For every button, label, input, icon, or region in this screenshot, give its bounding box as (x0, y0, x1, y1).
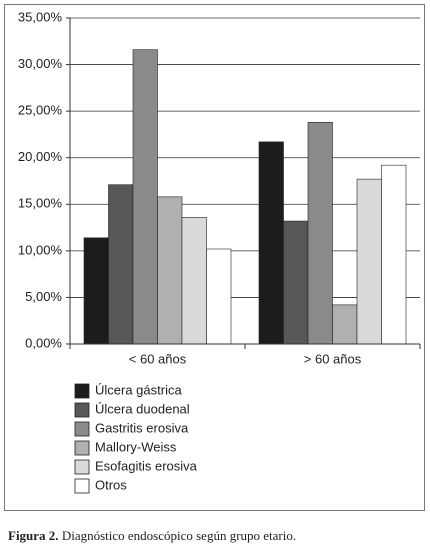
bar (132, 49, 158, 345)
bar (108, 184, 134, 345)
legend-swatch (74, 383, 90, 399)
bar (157, 196, 183, 345)
y-tick-label: 0,00% (25, 335, 62, 350)
legend-swatch (74, 421, 90, 437)
bar (83, 237, 109, 345)
bar (381, 164, 407, 345)
bar (332, 304, 358, 345)
y-tick-label: 15,00% (18, 196, 63, 211)
y-tick-label: 20,00% (18, 149, 63, 164)
bar (206, 248, 232, 345)
legend-label: Otros (95, 477, 127, 492)
bar (307, 122, 333, 345)
legend-label: Úlcera gástrica (95, 382, 182, 397)
legend-swatch (74, 478, 90, 494)
legend-label: Úlcera duodenal (95, 401, 190, 416)
y-tick-label: 5,00% (25, 289, 62, 304)
legend-label: Gastritis erosiva (95, 420, 189, 435)
x-tick-label: < 60 años (129, 351, 187, 366)
y-tick-label: 25,00% (18, 103, 63, 118)
y-tick-label: 10,00% (18, 242, 63, 257)
legend-label: Esofagitis erosiva (95, 458, 198, 473)
caption-label: Figura 2. (8, 528, 59, 543)
legend-swatch (74, 440, 90, 456)
legend-label: Mallory-Weiss (95, 439, 177, 454)
bar (283, 220, 309, 345)
bar (356, 178, 382, 345)
x-tick-label: > 60 años (304, 351, 362, 366)
legend-swatch (74, 459, 90, 475)
caption-text: Diagnóstico endoscópico según grupo etar… (62, 528, 296, 543)
caption: Figura 2. Diagnóstico endoscópico según … (8, 528, 296, 543)
bar (258, 141, 284, 345)
y-tick-label: 35,00% (18, 9, 63, 24)
bar (181, 217, 207, 345)
y-tick-label: 30,00% (18, 56, 63, 71)
frame (4, 4, 425, 511)
legend-swatch (74, 402, 90, 418)
